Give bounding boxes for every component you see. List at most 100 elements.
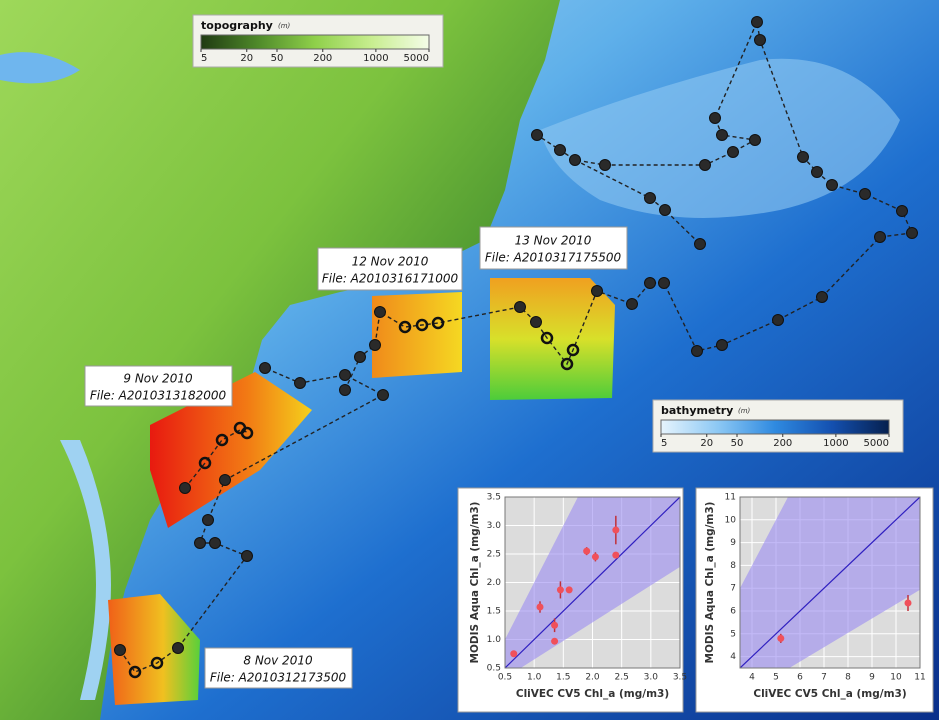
chart: 0.5 1.0 1.5 2.0 2.5 3.0 3.5 0.5 1.0 1.5 2.0 2.5 3.0 3… bbox=[457, 487, 687, 713]
point bbox=[565, 586, 573, 594]
matchup bbox=[566, 343, 580, 357]
swath-label: 8 Nov 2010 File: A2010312173500 bbox=[204, 647, 353, 689]
point bbox=[551, 621, 559, 629]
x-tick-label: 0.5 bbox=[498, 673, 512, 683]
point bbox=[612, 551, 620, 559]
swath-label: 9 Nov 2010 File: A2010313182000 bbox=[84, 365, 233, 407]
x-tick-label: 1.5 bbox=[556, 673, 570, 683]
y-axis-title: MODIS Aqua Chl_a (mg/m3) bbox=[704, 502, 716, 664]
label-file: File: A2010316171000 bbox=[322, 272, 459, 286]
station bbox=[219, 474, 231, 486]
one-to-one-line bbox=[505, 497, 680, 668]
x-tick-label: 10 bbox=[890, 673, 902, 683]
matchup bbox=[398, 320, 412, 334]
matchup bbox=[431, 316, 445, 330]
station bbox=[626, 298, 638, 310]
y-tick-label: 7 bbox=[730, 584, 736, 594]
station bbox=[114, 644, 126, 656]
station bbox=[826, 179, 838, 191]
matchup bbox=[240, 426, 254, 440]
x-tick-label: 3.0 bbox=[644, 673, 659, 683]
tick-label: 200 bbox=[313, 53, 332, 64]
matchup bbox=[198, 456, 212, 470]
station bbox=[749, 134, 761, 146]
matchup bbox=[150, 656, 164, 670]
label-date: 13 Nov 2010 bbox=[515, 234, 592, 248]
track bbox=[574, 159, 701, 245]
station bbox=[896, 205, 908, 217]
tick-label: 50 bbox=[731, 438, 744, 449]
matchup bbox=[215, 433, 229, 447]
label-box bbox=[204, 647, 353, 689]
label-file: File: A2010313182000 bbox=[90, 389, 227, 403]
x-tick-label: 3.5 bbox=[673, 673, 687, 683]
matchup bbox=[540, 331, 554, 345]
one-to-one-line bbox=[740, 497, 920, 668]
y-tick-label: 10 bbox=[725, 515, 737, 525]
tick-label: 20 bbox=[240, 53, 253, 64]
station bbox=[716, 129, 728, 141]
station bbox=[514, 301, 526, 313]
y-tick-label: 1.5 bbox=[487, 607, 501, 617]
tick-label: 20 bbox=[700, 438, 713, 449]
tick-label: 5000 bbox=[864, 438, 889, 449]
station bbox=[754, 34, 766, 46]
station bbox=[339, 384, 351, 396]
label-date: 8 Nov 2010 bbox=[243, 654, 313, 668]
x-tick-label: 5 bbox=[773, 673, 779, 683]
swath-label: 13 Nov 2010 File: A2010317175500 bbox=[479, 226, 628, 270]
station bbox=[644, 192, 656, 204]
station bbox=[644, 277, 656, 289]
station bbox=[241, 550, 253, 562]
point bbox=[536, 603, 544, 611]
matchups bbox=[128, 316, 580, 679]
land bbox=[0, 0, 560, 720]
station bbox=[591, 285, 603, 297]
legend-title: topography bbox=[201, 19, 273, 32]
y-tick-label: 5 bbox=[730, 629, 736, 639]
station bbox=[659, 204, 671, 216]
chart: 4 5 6 7 8 9 10 11 4 5 6 7 8 9 10 11 CliVEC CV5 Chl_a (mg… bbox=[695, 487, 934, 713]
x-tick-label: 8 bbox=[845, 673, 851, 683]
swath bbox=[372, 292, 462, 378]
legend: topography (m) 5 20 50 200 1000 5000 bbox=[192, 14, 444, 68]
lake bbox=[0, 52, 80, 84]
x-tick-label: 11 bbox=[914, 673, 925, 683]
station bbox=[569, 154, 581, 166]
colorbar bbox=[200, 34, 430, 50]
legend-unit: (m) bbox=[278, 22, 291, 30]
plot-frame bbox=[739, 496, 921, 669]
label-box bbox=[317, 247, 463, 291]
station bbox=[699, 159, 711, 171]
station bbox=[554, 144, 566, 156]
tick-label: 5000 bbox=[404, 53, 429, 64]
station bbox=[354, 351, 366, 363]
label-file: File: A2010317175500 bbox=[485, 251, 622, 265]
swath-label: 12 Nov 2010 File: A2010316171000 bbox=[317, 247, 463, 291]
station bbox=[727, 146, 739, 158]
station bbox=[709, 112, 721, 124]
station bbox=[772, 314, 784, 326]
track bbox=[184, 429, 248, 489]
tick-label: 1000 bbox=[823, 438, 848, 449]
x-axis-title: CliVEC CV5 Chl_a (mg/m3) bbox=[516, 688, 669, 700]
station bbox=[797, 151, 809, 163]
point bbox=[904, 599, 912, 607]
point bbox=[556, 586, 564, 594]
station bbox=[202, 514, 214, 526]
tick-label: 50 bbox=[271, 53, 284, 64]
label-date: 12 Nov 2010 bbox=[352, 255, 429, 269]
y-tick-label: 2.0 bbox=[487, 578, 502, 588]
y-tick-label: 1.0 bbox=[487, 635, 502, 645]
label-box bbox=[479, 226, 628, 270]
plot bbox=[740, 497, 920, 668]
point bbox=[612, 526, 620, 534]
y-tick-label: 3.5 bbox=[487, 493, 501, 503]
station bbox=[716, 339, 728, 351]
label-file: File: A2010312173500 bbox=[210, 671, 347, 685]
y-tick-label: 8 bbox=[730, 561, 736, 571]
station bbox=[658, 277, 670, 289]
station bbox=[751, 16, 763, 28]
x-tick-label: 7 bbox=[821, 673, 827, 683]
tick-label: 1000 bbox=[363, 53, 388, 64]
